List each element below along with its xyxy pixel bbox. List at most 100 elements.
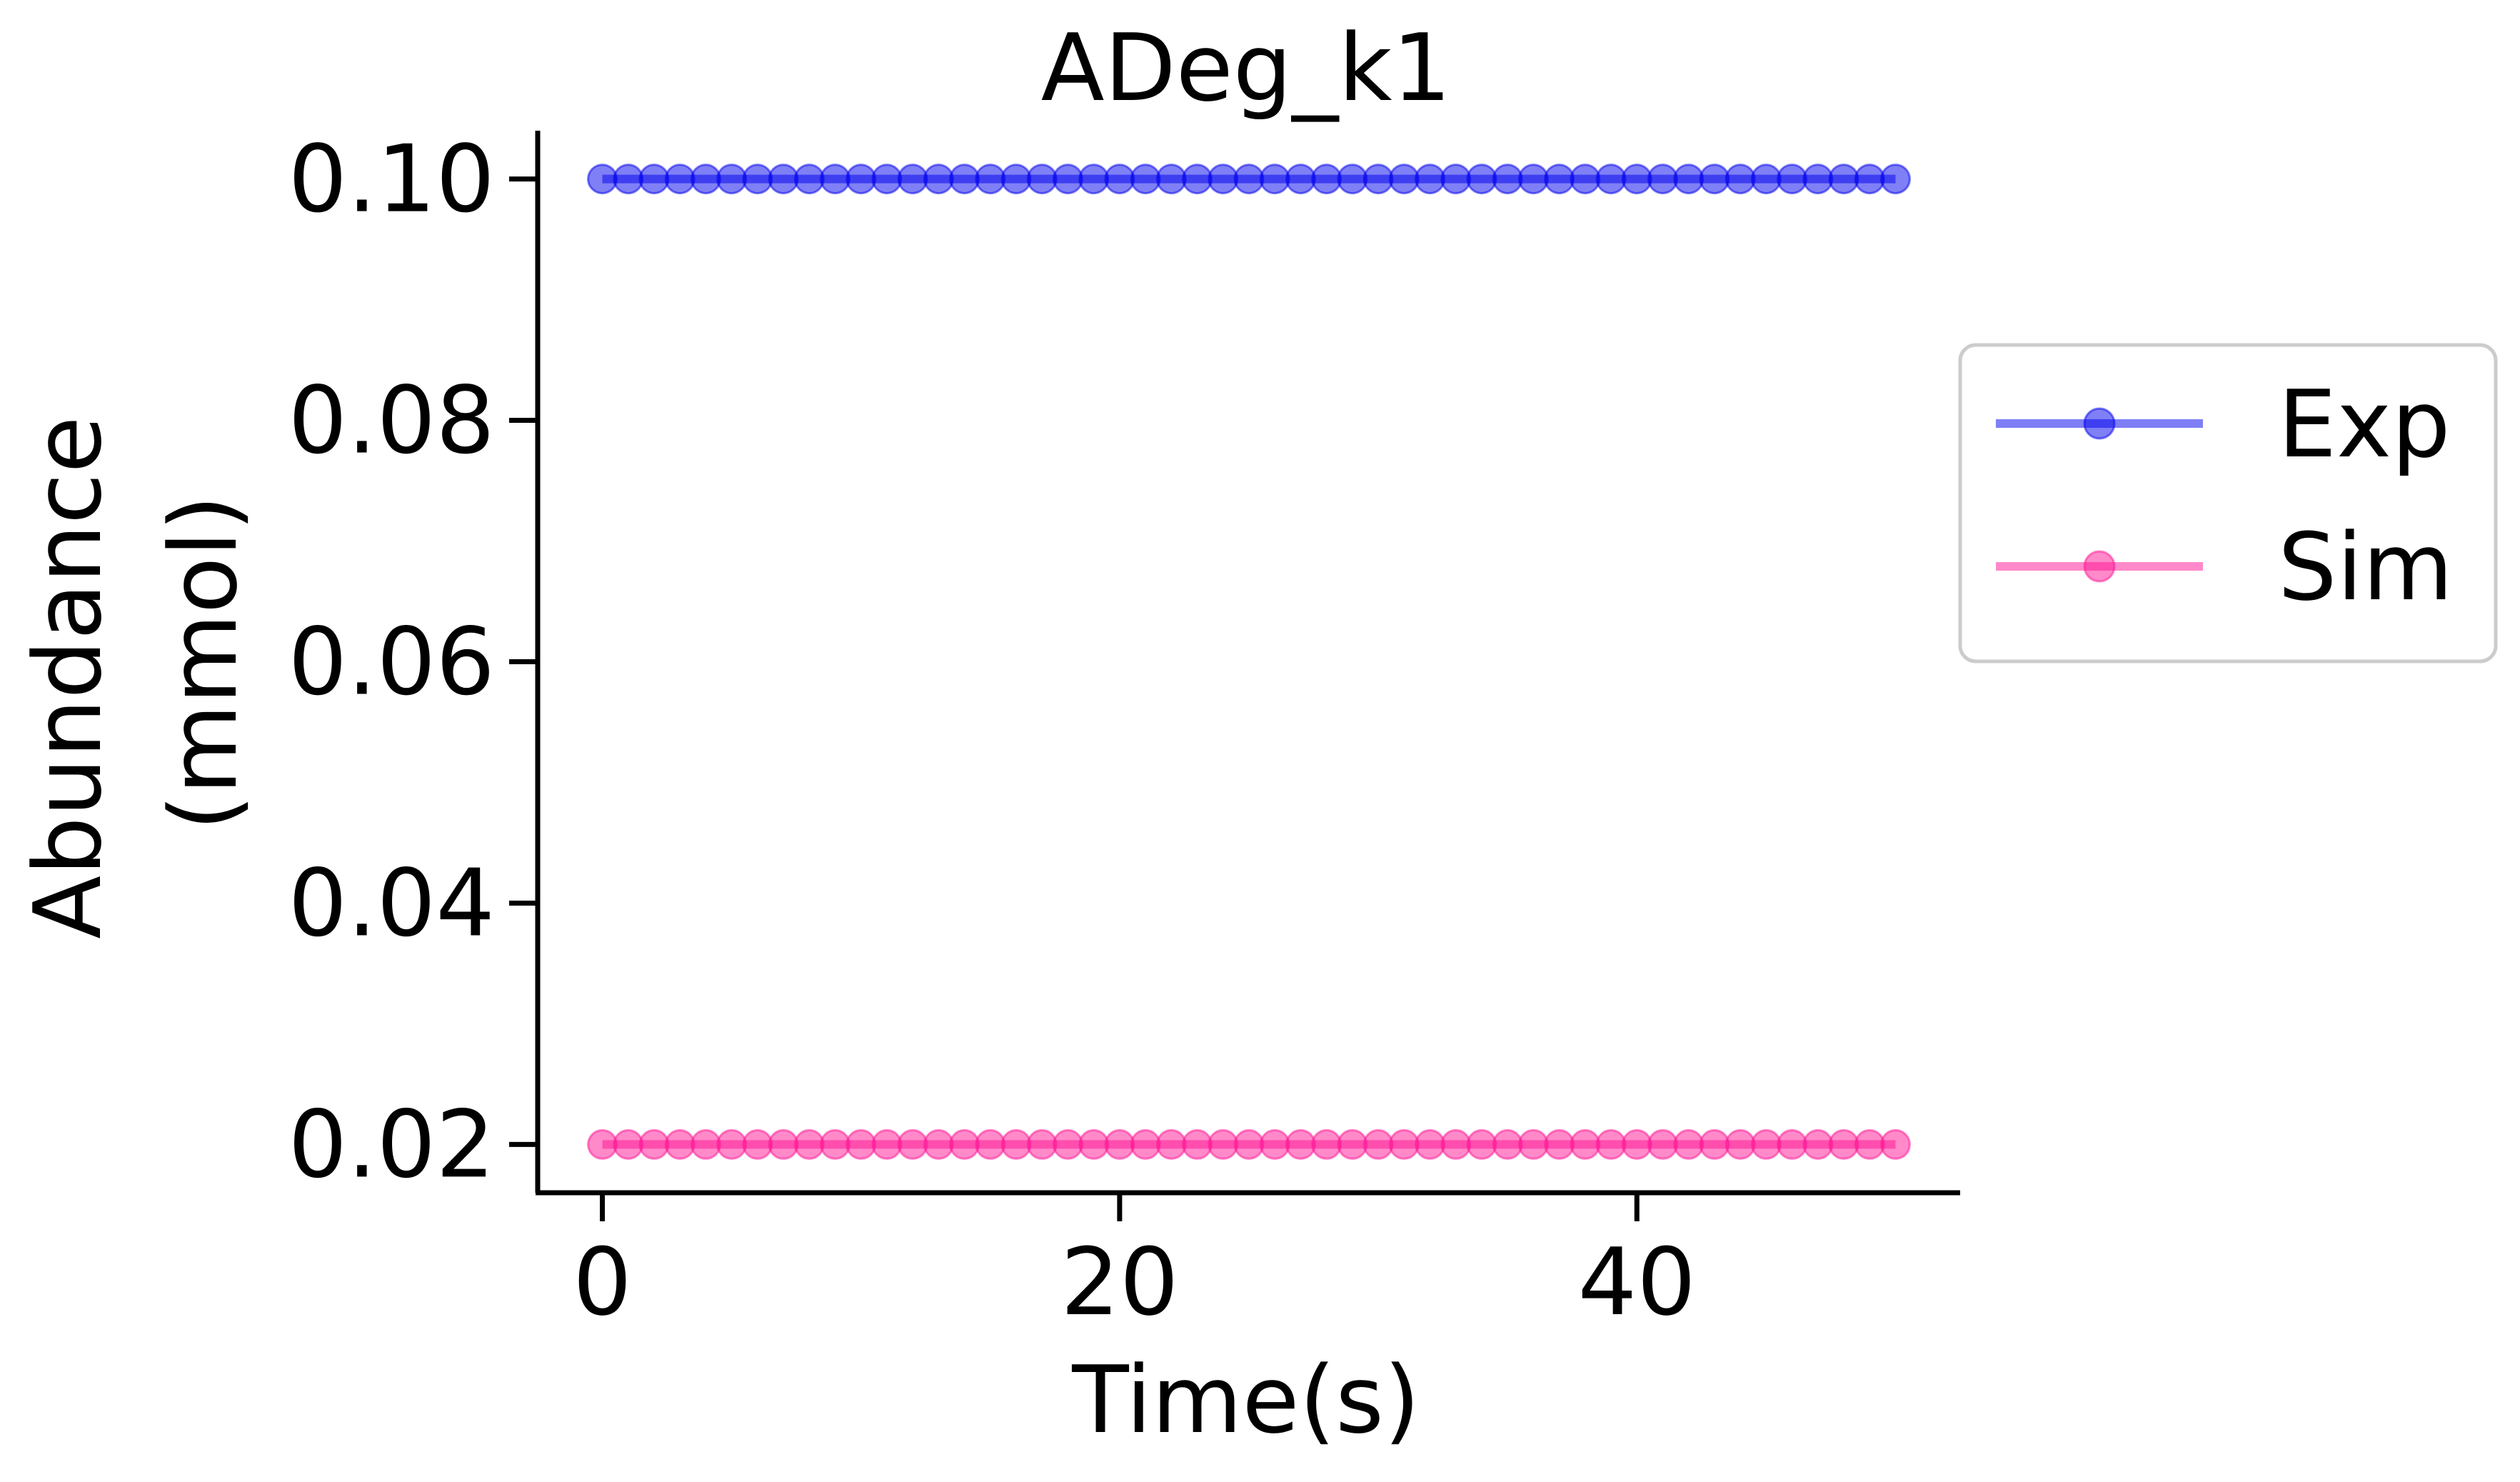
point-exp-13 (923, 164, 954, 195)
point-sim-35 (1492, 1128, 1523, 1160)
legend: Exp Sim (1958, 343, 2498, 664)
y-ticks: 0.02 0.04 0.06 0.08 0.10 (288, 125, 538, 1198)
chart-title: ADeg_k1 (1041, 14, 1452, 122)
point-sim-13 (923, 1128, 954, 1160)
point-sim-39 (1595, 1128, 1627, 1160)
point-sim-11 (871, 1128, 903, 1160)
point-exp-26 (1259, 164, 1290, 195)
point-exp-34 (1466, 164, 1497, 195)
point-sim-50 (1879, 1128, 1911, 1160)
point-exp-12 (897, 164, 928, 195)
point-exp-4 (690, 164, 721, 195)
point-sim-30 (1362, 1128, 1394, 1160)
point-exp-9 (820, 164, 851, 195)
point-exp-3 (664, 164, 696, 195)
point-sim-7 (768, 1128, 799, 1160)
point-sim-43 (1699, 1128, 1730, 1160)
y-tick-label: 0.06 (288, 608, 495, 716)
y-tick-label: 0.10 (288, 125, 495, 234)
x-axis-label: Time(s) (1071, 1346, 1420, 1454)
point-sim-9 (820, 1128, 851, 1160)
point-exp-28 (1311, 164, 1342, 195)
point-exp-49 (1854, 164, 1885, 195)
legend-label-exp: Exp (2278, 370, 2451, 479)
point-sim-42 (1673, 1128, 1705, 1160)
point-exp-7 (768, 164, 799, 195)
point-exp-38 (1570, 164, 1601, 195)
point-sim-34 (1466, 1128, 1497, 1160)
point-exp-47 (1802, 164, 1834, 195)
point-sim-5 (716, 1128, 748, 1160)
point-sim-38 (1570, 1128, 1601, 1160)
point-sim-40 (1621, 1128, 1652, 1160)
x-ticks: 0 20 40 (573, 1193, 1696, 1336)
point-exp-37 (1544, 164, 1575, 195)
point-exp-22 (1155, 164, 1187, 195)
point-exp-44 (1725, 164, 1756, 195)
point-sim-20 (1104, 1128, 1135, 1160)
point-exp-24 (1208, 164, 1239, 195)
legend-marker-sim (2083, 550, 2116, 583)
point-exp-33 (1440, 164, 1472, 195)
point-sim-3 (664, 1128, 696, 1160)
point-sim-22 (1155, 1128, 1187, 1160)
point-sim-18 (1052, 1128, 1083, 1160)
point-sim-1 (613, 1128, 644, 1160)
point-exp-41 (1647, 164, 1678, 195)
point-sim-36 (1517, 1128, 1549, 1160)
point-sim-41 (1647, 1128, 1678, 1160)
point-exp-0 (587, 164, 618, 195)
point-exp-23 (1182, 164, 1213, 195)
point-exp-46 (1777, 164, 1808, 195)
point-exp-31 (1388, 164, 1420, 195)
point-sim-29 (1337, 1128, 1368, 1160)
point-sim-0 (587, 1128, 618, 1160)
point-sim-45 (1750, 1128, 1782, 1160)
point-exp-48 (1828, 164, 1859, 195)
x-tick-label: 40 (1578, 1228, 1696, 1336)
point-exp-27 (1285, 164, 1316, 195)
legend-entries: Exp Sim (1996, 370, 2453, 621)
point-exp-42 (1673, 164, 1705, 195)
point-exp-15 (975, 164, 1006, 195)
point-sim-19 (1078, 1128, 1110, 1160)
point-sim-24 (1208, 1128, 1239, 1160)
point-sim-31 (1388, 1128, 1420, 1160)
point-sim-4 (690, 1128, 721, 1160)
x-tick-label: 20 (1060, 1228, 1178, 1336)
point-exp-36 (1517, 164, 1549, 195)
point-sim-25 (1233, 1128, 1265, 1160)
y-axis-label: Abundance (mmol) (14, 386, 258, 939)
point-exp-11 (871, 164, 903, 195)
y-tick-label: 0.02 (288, 1090, 495, 1198)
legend-marker-exp (2083, 407, 2116, 440)
legend-entry-sim: Sim (1996, 513, 2453, 621)
point-sim-27 (1285, 1128, 1316, 1160)
y-tick-label: 0.04 (288, 848, 495, 957)
point-exp-30 (1362, 164, 1394, 195)
point-sim-26 (1259, 1128, 1290, 1160)
point-sim-33 (1440, 1128, 1472, 1160)
point-exp-5 (716, 164, 748, 195)
point-exp-45 (1750, 164, 1782, 195)
point-exp-50 (1879, 164, 1911, 195)
point-sim-44 (1725, 1128, 1756, 1160)
point-exp-40 (1621, 164, 1652, 195)
series-layer (587, 164, 1911, 1160)
point-exp-20 (1104, 164, 1135, 195)
point-exp-35 (1492, 164, 1523, 195)
point-exp-32 (1415, 164, 1446, 195)
point-exp-39 (1595, 164, 1627, 195)
point-sim-12 (897, 1128, 928, 1160)
point-sim-15 (975, 1128, 1006, 1160)
y-tick-label: 0.08 (288, 366, 495, 475)
point-exp-1 (613, 164, 644, 195)
point-sim-48 (1828, 1128, 1859, 1160)
point-sim-49 (1854, 1128, 1885, 1160)
x-tick-label: 0 (573, 1228, 632, 1336)
point-sim-10 (845, 1128, 877, 1160)
point-sim-16 (1000, 1128, 1032, 1160)
point-exp-2 (638, 164, 670, 195)
